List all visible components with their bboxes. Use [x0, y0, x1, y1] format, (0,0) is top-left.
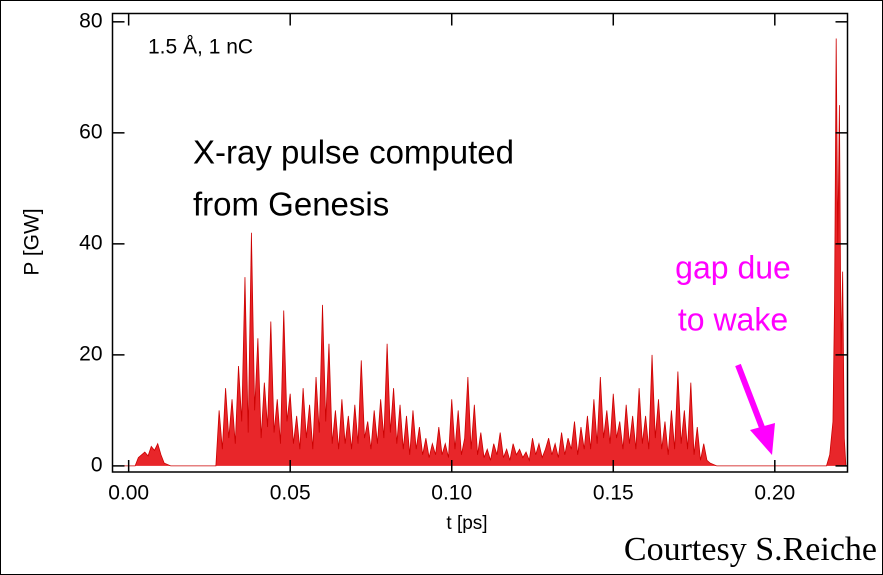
- arrow-head: [750, 423, 775, 455]
- arrow: [735, 363, 766, 432]
- credit: Courtesy S.Reiche: [624, 531, 877, 568]
- annotation: gap due: [675, 249, 791, 285]
- annotation: 1.5 Å, 1 nC: [148, 36, 253, 59]
- y-tick-label: 60: [79, 120, 102, 143]
- annotation: from Genesis: [193, 186, 389, 223]
- plot: [115, 38, 847, 467]
- y-tick-label: 80: [79, 9, 102, 32]
- x-tick-label: 0.20: [754, 482, 795, 505]
- x-tick-label: 0.10: [431, 482, 472, 505]
- pulse-area: [115, 38, 847, 467]
- plot-frame: [111, 12, 849, 473]
- x-tick-label: 0.05: [270, 482, 311, 505]
- annotation: to wake: [678, 301, 788, 337]
- y-axis-label: P [GW]: [21, 208, 44, 275]
- y-tick-label: 40: [79, 231, 102, 254]
- x-tick-label: 0.00: [108, 482, 149, 505]
- x-tick-label: 0.15: [593, 482, 634, 505]
- y-tick-label: 20: [79, 342, 102, 365]
- x-axis-label: t [ps]: [446, 513, 487, 534]
- y-tick-label: 0: [91, 453, 103, 476]
- annotation: X-ray pulse computed: [193, 134, 514, 171]
